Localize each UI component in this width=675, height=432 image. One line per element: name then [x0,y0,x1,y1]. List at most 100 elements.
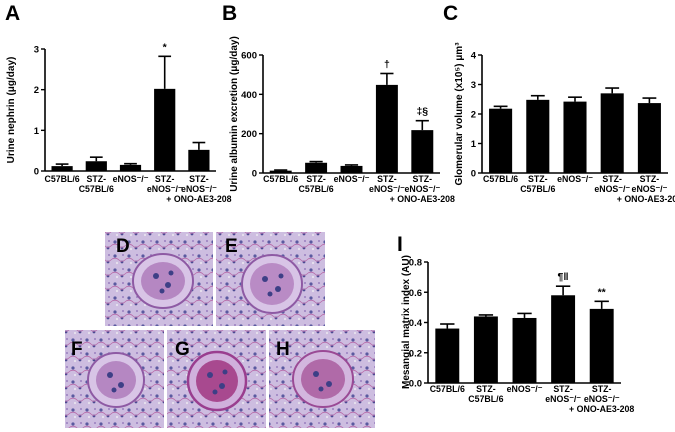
panel-a-letter: A [5,2,20,25]
panel-i-letter: I [397,233,403,256]
y-tick-label: 0.6 [409,288,422,299]
category-label: + ONO-AE3-208 [166,194,231,204]
bar [512,317,537,383]
bar [340,165,363,173]
bar [51,166,73,171]
category-label: eNOS⁻/⁻ [557,174,593,184]
y-tick-label: 400 [241,90,257,101]
bar [305,162,328,173]
micrograph-e: E [216,232,325,326]
category-label: STZ- [413,174,433,184]
category-label: eNOS⁻/⁻ [404,184,440,194]
category-label: C57BL/6 [263,174,298,184]
category-label: + ONO-AE3-208 [617,194,675,204]
y-tick-label: 1 [471,139,477,150]
significance-label: * [163,41,168,53]
micrograph-f-letter: F [71,339,83,360]
category-label: eNOS⁻/⁻ [632,184,668,194]
category-label: STZ- [528,174,548,184]
y-tick-label: 0 [471,169,476,180]
bar [489,108,513,173]
y-tick-label: 1 [34,126,40,137]
y-tick-label: 0.0 [409,379,422,390]
svg-text:I: I [397,233,403,256]
bar [375,84,398,173]
micrograph-e-letter: E [225,236,238,257]
bar [473,316,498,383]
category-label: C57BL/6 [483,174,518,184]
category-label: C57BL/6 [520,184,555,194]
micrograph-d-letter: D [116,236,130,257]
category-label: STZ- [602,174,622,184]
y-tick-label: 3 [34,45,39,56]
y-tick-label: 0 [34,167,39,178]
bar [600,93,624,173]
category-label: eNOS⁻/⁻ [584,394,620,404]
category-label: + ONO-AE3-208 [390,194,455,204]
y-tick-label: 600 [241,51,257,62]
y-axis-title: Urine nephrin (μg/day) [6,57,17,164]
category-label: C57BL/6 [468,394,503,404]
micrograph-g: G [167,330,266,428]
category-label: eNOS⁻/⁻ [181,184,217,194]
bar [589,308,614,383]
category-label: eNOS⁻/⁻ [507,384,543,394]
y-tick-label: 0.8 [409,258,422,269]
bar [637,103,661,173]
svg-text:C: C [443,2,458,25]
category-label: STZ- [189,174,209,184]
category-label: STZ- [553,384,573,394]
micrograph-h-letter: H [276,339,290,360]
bar [188,149,210,171]
y-axis-title: Urine albumin excretion (μg/day) [229,36,240,192]
category-label: C57BL/6 [44,174,79,184]
category-label: + ONO-AE3-208 [569,404,634,414]
y-tick-label: 0.4 [409,318,423,329]
bar [119,164,142,171]
bar [154,88,176,171]
bar [269,170,292,173]
significance-label: † [384,58,390,70]
category-label: eNOS⁻/⁻ [334,174,370,184]
category-label: STZ- [592,384,612,394]
micrograph-g-letter: G [175,339,190,360]
y-tick-label: 4 [471,51,477,62]
y-axis-title: Glomerular volume (x10⁵) μm³ [454,42,465,186]
category-label: STZ- [306,174,326,184]
category-label: eNOS⁻/⁻ [369,184,405,194]
category-label: C57BL/6 [79,184,114,194]
y-tick-label: 0.2 [409,348,422,359]
bar [551,295,576,383]
y-tick-label: 2 [34,85,39,96]
bar [411,130,434,173]
svg-text:B: B [222,2,237,25]
y-tick-label: 0 [252,169,257,180]
y-tick-label: 2 [471,110,476,121]
chart-glomerular-volume: 0 1 2 3 4 Glomerular volume (x10⁵) μm³ C57BL/6… [454,42,675,204]
bar [563,101,587,173]
category-label: STZ- [640,174,660,184]
bar [526,99,550,173]
micrograph-h: H [269,330,375,428]
category-label: eNOS⁻/⁻ [113,174,149,184]
bar [435,328,460,383]
micrograph-f: F [65,330,164,428]
category-label: C57BL/6 [298,184,333,194]
category-label: eNOS⁻/⁻ [545,394,581,404]
category-label: C57BL/6 [430,384,465,394]
significance-label: ** [598,286,607,298]
category-label: STZ- [155,174,175,184]
category-label: STZ- [476,384,496,394]
significance-label: ¶‖ [558,271,569,283]
panel-c-letter: C [443,2,458,25]
category-label: STZ- [87,174,107,184]
y-tick-label: 3 [471,80,476,91]
category-label: eNOS⁻/⁻ [147,184,183,194]
panel-b-letter: B [222,2,237,25]
significance-label: ‡§ [416,106,428,118]
y-tick-label: 200 [241,129,257,140]
category-label: eNOS⁻/⁻ [594,184,630,194]
